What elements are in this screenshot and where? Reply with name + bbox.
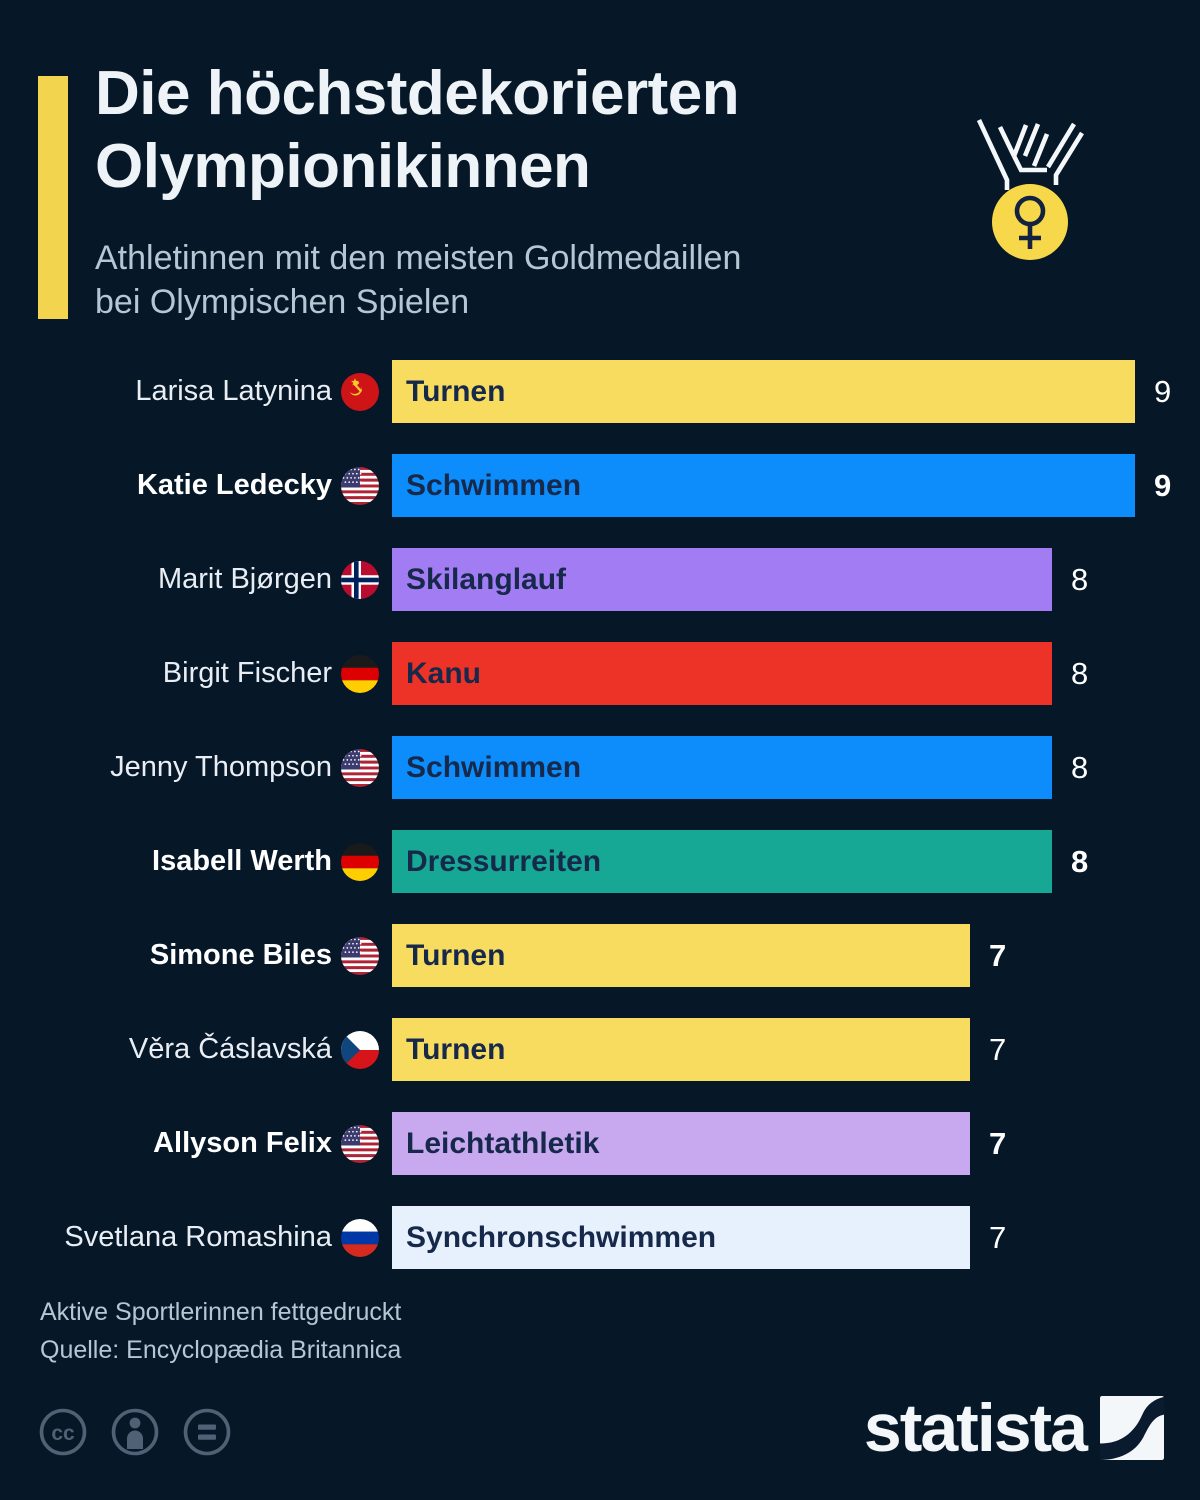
sport-label: Schwimmen <box>406 468 582 502</box>
female-symbol-icon <box>1014 195 1046 249</box>
athlete-row: Svetlana Romashina Synchronschwimmen 7 <box>0 1206 1200 1269</box>
athlete-row: Marit Bjørgen Skilanglauf 8 <box>0 548 1200 611</box>
sport-label: Turnen <box>406 1032 506 1066</box>
flag-germany-icon <box>341 842 379 881</box>
attribution-person-icon <box>111 1408 159 1456</box>
sport-label: Dressurreiten <box>406 844 602 878</box>
athlete-name: Isabell Werth <box>152 845 332 877</box>
sport-label: Schwimmen <box>406 750 582 784</box>
statista-logo-text: statista <box>863 1390 1088 1466</box>
gold-medal-count: 9 <box>1154 373 1172 409</box>
license-icons: cc <box>39 1408 231 1456</box>
athlete-name: Larisa Latynina <box>135 375 332 407</box>
sport-label: Synchronschwimmen <box>406 1220 717 1254</box>
sport-label: Skilanglauf <box>406 562 567 596</box>
title-line-2: Olympionikinnen <box>95 131 591 201</box>
statista-logo-icon <box>1100 1396 1164 1460</box>
athlete-row: Birgit Fischer Kanu 8 <box>0 642 1200 705</box>
title-accent-bar <box>38 76 68 319</box>
medal-bar: Kanu <box>392 642 1052 705</box>
medal-bar: Turnen <box>392 924 970 987</box>
gold-medal-count: 7 <box>989 1219 1007 1255</box>
chart-source: Quelle: Encyclopædia Britannica <box>40 1336 402 1364</box>
sport-label: Kanu <box>406 656 481 690</box>
athlete-row: Katie Ledecky Schwimmen 9 <box>0 454 1200 517</box>
medal-bar: Synchronschwimmen <box>392 1206 970 1269</box>
athlete-name: Svetlana Romashina <box>64 1221 332 1253</box>
flag-norway-icon <box>341 560 379 599</box>
subtitle-line-1: Athletinnen mit den meisten Goldmedaille… <box>95 239 742 277</box>
medal-bar: Turnen <box>392 360 1135 423</box>
athlete-name: Birgit Fischer <box>162 657 332 689</box>
flag-ussr-icon <box>341 372 379 411</box>
medal-bar: Skilanglauf <box>392 548 1052 611</box>
gold-medal-count: 8 <box>1071 561 1089 597</box>
medal-bar: Leichtathletik <box>392 1112 970 1175</box>
sport-label: Turnen <box>406 374 506 408</box>
flag-germany-icon <box>341 654 379 693</box>
flag-usa-icon <box>341 936 379 975</box>
athlete-row: Věra Čáslavská Turnen 7 <box>0 1018 1200 1081</box>
athlete-name: Simone Biles <box>149 939 332 971</box>
athlete-name: Katie Ledecky <box>136 469 332 501</box>
flag-usa-icon <box>341 1124 379 1163</box>
athlete-row: Larisa Latynina Turnen 9 <box>0 360 1200 423</box>
svg-text:cc: cc <box>51 1422 75 1445</box>
gold-medal-count: 8 <box>1071 749 1089 785</box>
athlete-name: Allyson Felix <box>153 1127 332 1159</box>
sport-label: Turnen <box>406 938 506 972</box>
flag-czech-icon <box>341 1030 379 1069</box>
gold-medal-icon <box>976 119 1084 260</box>
flag-usa-icon <box>341 466 379 505</box>
athlete-name: Jenny Thompson <box>110 751 332 783</box>
gold-medal-count: 9 <box>1154 467 1172 503</box>
gold-medal-count: 8 <box>1071 655 1089 691</box>
flag-russia-icon <box>341 1218 379 1257</box>
gold-medal-count: 7 <box>989 937 1007 973</box>
medal-bar: Turnen <box>392 1018 970 1081</box>
gold-medal-count: 7 <box>989 1125 1007 1161</box>
cc-icon <box>39 1408 87 1456</box>
athlete-row: Isabell Werth Dressurreiten 8 <box>0 830 1200 893</box>
chart-note: Aktive Sportlerinnen fettgedruckt <box>40 1298 402 1326</box>
medal-bar: Schwimmen <box>392 454 1135 517</box>
gold-medal-count: 7 <box>989 1031 1007 1067</box>
equals-icon <box>183 1408 231 1456</box>
medal-bar: Dressurreiten <box>392 830 1052 893</box>
title-line-1: Die höchstdekorierten <box>95 59 740 128</box>
statista-brand: statista <box>864 1394 1164 1462</box>
subtitle-line-2: bei Olympischen Spielen <box>95 283 470 322</box>
athlete-name: Věra Čáslavská <box>128 1033 332 1065</box>
page-subtitle: Athletinnen mit den meisten Goldmedaille… <box>95 236 995 324</box>
medal-bar: Schwimmen <box>392 736 1052 799</box>
flag-usa-icon <box>341 748 379 787</box>
sport-label: Leichtathletik <box>406 1126 600 1160</box>
athlete-row: Allyson Felix Leichtathletik 7 <box>0 1112 1200 1175</box>
athlete-row: Simone Biles Turnen 7 <box>0 924 1200 987</box>
athlete-name: Marit Bjørgen <box>157 563 332 595</box>
athlete-row: Jenny Thompson Schwimmen 8 <box>0 736 1200 799</box>
gold-medal-count: 8 <box>1071 843 1089 879</box>
page-title: Die höchstdekorierten Olympionikinnen <box>95 58 975 203</box>
